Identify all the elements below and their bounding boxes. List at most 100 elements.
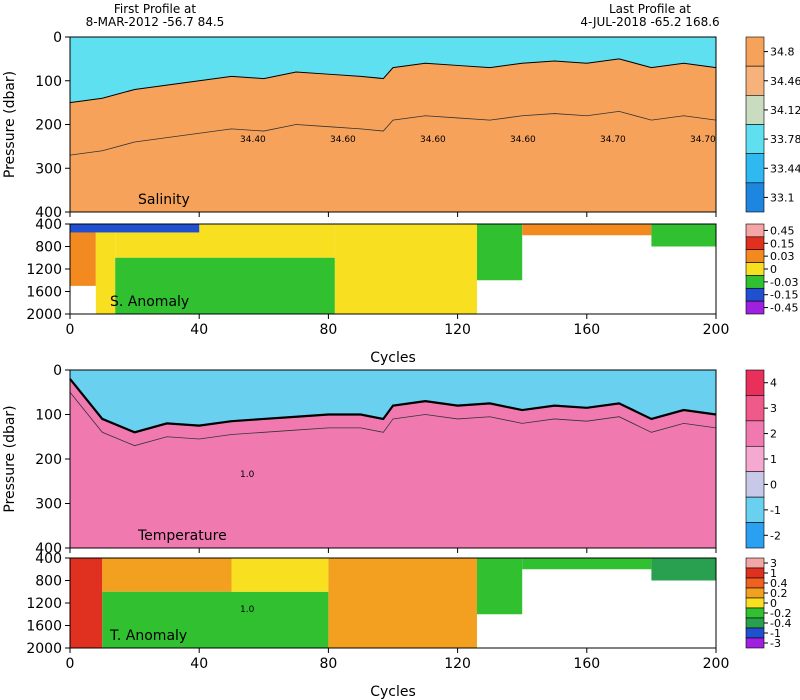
colorbar-swatch [745, 95, 765, 125]
anomaly-block [476, 224, 523, 281]
contour-label: 1.0 [240, 605, 255, 615]
colorbar-swatch [745, 223, 765, 238]
colorbar-label: 0.4 [770, 577, 788, 590]
panel-title: Temperature [137, 528, 227, 544]
colorbar-swatch [745, 262, 765, 276]
y-tick-label: 0 [53, 363, 62, 379]
colorbar-swatch [745, 395, 765, 422]
colorbar-swatch [745, 182, 765, 213]
last-profile-label: Last Profile at [609, 2, 691, 16]
x-axis-label: Cycles [370, 350, 416, 366]
colorbar-label: -0.45 [770, 302, 798, 315]
y-tick-label: 400 [35, 205, 62, 221]
x-axis-label: Cycles [370, 684, 416, 700]
colorbar-swatch [745, 617, 765, 629]
colorbar-swatch [745, 287, 765, 302]
colorbar-swatch [745, 496, 765, 523]
colorbar-swatch [745, 567, 765, 579]
colorbar-swatch [745, 577, 765, 589]
y-tick-label: 800 [35, 574, 62, 590]
panel-title: Salinity [138, 192, 190, 208]
first-profile-info: 8-MAR-2012 -56.7 84.5 [86, 15, 225, 29]
colorbar-label: 0.03 [770, 250, 795, 263]
colorbar-label: 4 [770, 377, 777, 390]
colorbar-swatch [745, 607, 765, 619]
contour-line [69, 110, 717, 156]
colorbar-swatch [745, 471, 765, 498]
x-tick-label: 160 [573, 656, 600, 672]
upper-layer [70, 370, 716, 433]
colorbar-label: -0.4 [770, 617, 791, 630]
contour-label: 34.70 [600, 135, 626, 145]
temperature-panel: 0 100 200 300 400 Temperature 1.0 Pressure (dba… [2, 363, 781, 557]
colorbar-swatch [745, 153, 765, 184]
anomaly-block [522, 558, 652, 570]
colorbar-label: 33.78 [770, 133, 800, 146]
contour-line [69, 391, 717, 447]
colorbar-label: 0 [770, 478, 777, 491]
colorbar-label: 34.12 [770, 104, 800, 117]
colorbar-swatch [745, 420, 765, 447]
anomaly-block [231, 558, 329, 592]
anomaly-block [70, 224, 96, 286]
x-tick-label: 120 [444, 322, 471, 338]
colorbar-swatch [745, 627, 765, 639]
y-tick-label: 400 [35, 217, 62, 233]
anomaly-block [115, 257, 335, 314]
panel-title: T. Anomaly [109, 628, 187, 644]
colorbar-label: 0.15 [770, 237, 795, 250]
y-tick-label: 2000 [26, 641, 62, 657]
x-tick-label: 160 [573, 322, 600, 338]
y-tick-label: 300 [35, 161, 62, 177]
contour-line [69, 58, 717, 104]
contour-label: 1.0 [240, 470, 255, 480]
colorbar-label: -1 [770, 627, 781, 640]
colorbar-swatch [745, 522, 765, 549]
colorbar-swatch [745, 275, 765, 289]
y-axis-label: Pressure (dbar) [2, 71, 18, 178]
y-tick-label: 1200 [26, 262, 62, 278]
colorbar-label: -0.03 [770, 276, 798, 289]
y-tick-label: 1600 [26, 285, 62, 301]
colorbar-swatch [745, 236, 765, 251]
y-tick-label: 0 [53, 30, 62, 46]
colorbar-swatch [745, 445, 765, 473]
panel-title: S. Anomaly [110, 294, 189, 310]
anomaly-block [70, 224, 200, 233]
colorbar-label: 34.46 [770, 75, 800, 88]
colorbar-swatch [745, 65, 765, 96]
x-tick-label: 80 [319, 656, 337, 672]
contour-label: 34.60 [510, 135, 536, 145]
colorbar-label: 0 [770, 263, 777, 276]
colorbar-label: 3 [770, 402, 777, 415]
contour-label: 34.40 [240, 135, 266, 145]
colorbar-label: 33.44 [770, 162, 800, 175]
y-tick-label: 400 [35, 541, 62, 557]
last-profile-info: 4-JUL-2018 -65.2 168.6 [580, 15, 719, 29]
colorbar-swatch [745, 300, 765, 315]
x-tick-label: 40 [190, 656, 208, 672]
colorbar-label: 2 [770, 428, 777, 441]
anomaly-block [651, 224, 716, 247]
y-tick-label: 100 [35, 408, 62, 424]
colorbar-label: 1 [770, 453, 777, 466]
colorbar-label: -1 [770, 504, 781, 517]
colorbar-label: -2 [770, 529, 781, 542]
anomaly-block [476, 558, 523, 615]
x-tick-label: 0 [66, 656, 75, 672]
colorbar-swatch [745, 124, 765, 154]
contour-label: 34.70 [690, 135, 716, 145]
anomaly-block [70, 558, 103, 648]
anomaly-block [334, 224, 477, 314]
anomaly-block [102, 558, 232, 592]
colorbar-swatch [745, 587, 765, 599]
x-tick-label: 200 [703, 656, 730, 672]
anomaly-block [328, 558, 477, 648]
x-tick-label: 0 [66, 322, 75, 338]
colorbar-label: 0.45 [770, 224, 795, 237]
x-tick-label: 200 [703, 322, 730, 338]
y-tick-label: 2000 [26, 307, 62, 323]
colorbar-label: -3 [770, 637, 781, 650]
